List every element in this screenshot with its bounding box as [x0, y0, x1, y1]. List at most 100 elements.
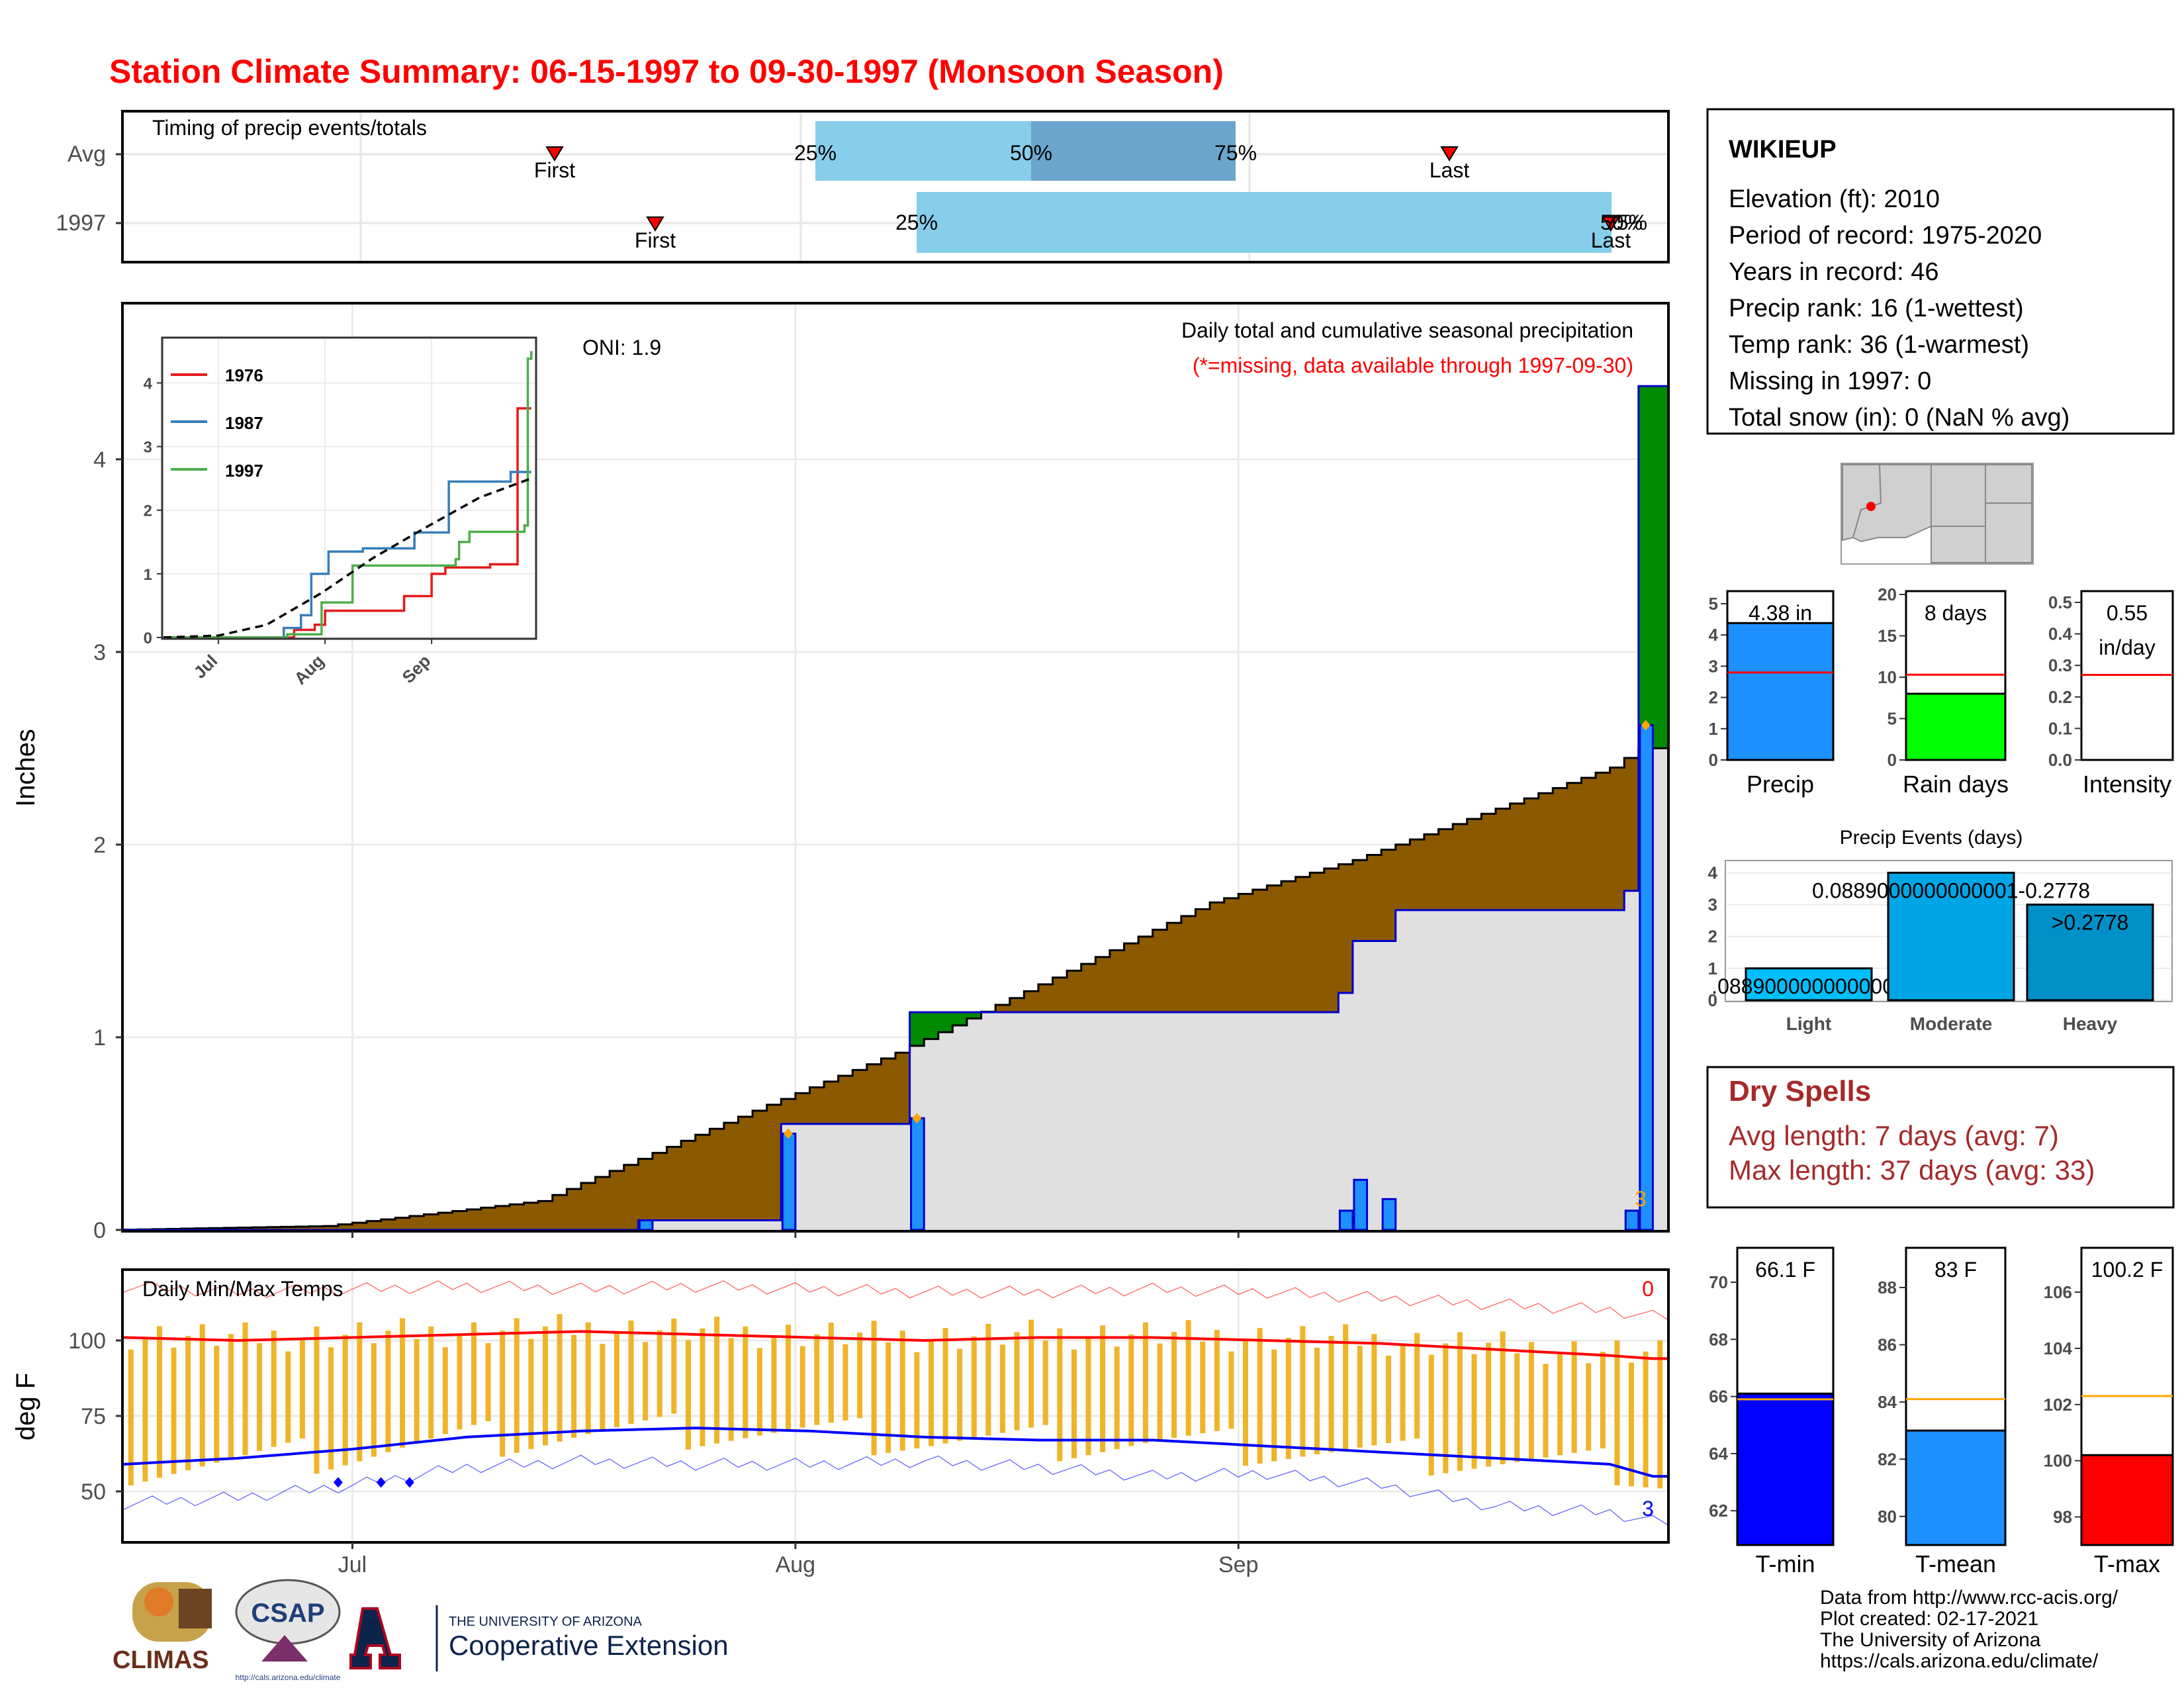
daily-temp-bar [414, 1338, 420, 1444]
daily-temp-bar [1543, 1364, 1549, 1458]
temp-ylabel: deg F [11, 1373, 40, 1440]
avg-last-marker [1440, 146, 1459, 162]
daily-temp-bar [1343, 1324, 1349, 1450]
tmax-chart-tick-label-106: 106 [2044, 1282, 2072, 1302]
excess-segment [909, 1012, 925, 1046]
deficit-segment [1167, 923, 1182, 1013]
deficit-segment [567, 1189, 582, 1230]
dry-spells-max: Max length: 37 days (avg: 33) [1729, 1154, 2095, 1186]
deficit-segment [552, 1195, 567, 1230]
daily-precip-bar-0 [638, 1219, 654, 1231]
precip-ytick-label-3: 3 [93, 640, 106, 665]
deficit-segment [895, 1053, 911, 1124]
temp-xtick-label-1: Aug [776, 1552, 816, 1577]
tmax-chart-tick-label-98: 98 [2053, 1507, 2072, 1527]
missing-count-label: 3 [1635, 1187, 1647, 1211]
intensity-chart-tick-label-0.5: 0.5 [2048, 592, 2072, 612]
precip-total-chart-tick-label-2: 2 [1709, 688, 1718, 708]
station-precip-rank: Precip rank: 16 (1-wettest) [1729, 295, 2024, 322]
daily-temp-bar [786, 1325, 792, 1430]
daily-temp-bar [400, 1318, 406, 1448]
rain-days-chart-tick-label-5: 5 [1888, 709, 1897, 729]
deficit-segment [766, 1104, 782, 1221]
footer-plot-created: Plot created: 02-17-2021 [1820, 1608, 2038, 1630]
daily-temp-bar [1557, 1352, 1563, 1456]
excess-segment [966, 1012, 982, 1019]
daily-temp-bar [1200, 1341, 1206, 1434]
daily-temp-bar [957, 1348, 963, 1441]
excess-segment [924, 1012, 939, 1039]
precip-ytick-label-2: 2 [93, 833, 106, 858]
precip-panel-subtitle: (*=missing, data available through 1997-… [1193, 353, 1633, 377]
daily-temp-bar [1014, 1332, 1020, 1430]
daily-temp-bar [657, 1330, 662, 1417]
daily-temp-bar [628, 1320, 634, 1424]
daily-precip-bar-1 [781, 1132, 797, 1231]
tmin-missing-label: 3 [1642, 1497, 1654, 1521]
deficit-segment [324, 1226, 339, 1230]
daily-temp-bar [1428, 1354, 1434, 1476]
deficit-segment [1481, 814, 1496, 910]
rain-days-chart-tick-label-15: 15 [1878, 626, 1897, 646]
intensity-chart-tick-label-0.1: 0.1 [2048, 718, 2072, 738]
deficit-segment [1195, 909, 1210, 1013]
events-bar-heavy [2026, 904, 2154, 1002]
tmin-chart-tick-label-64: 64 [1709, 1444, 1728, 1464]
daily-temp-bar [814, 1334, 820, 1425]
daily-temp-bar [357, 1322, 363, 1462]
tmin-chart-bar [1736, 1392, 1835, 1546]
daily-temp-bar [185, 1336, 191, 1471]
deficit-segment [309, 1226, 324, 1230]
daily-temp-bar [671, 1318, 677, 1414]
daily-temp-bar [428, 1326, 434, 1439]
rain-days-chart-xlabel: Rain days [1903, 771, 2009, 798]
avg-first-marker [545, 146, 564, 162]
events-ytick-1: 1 [1708, 959, 1717, 978]
record-low-marker-1 [376, 1477, 386, 1488]
precip-events-chart: Precip Events (days) 0 1 2 3 4 .0889000000000… [1708, 827, 2173, 1034]
events-bar-label-0: .0889000000000001 [1711, 974, 1906, 998]
inset-ytick-label-1: 1 [144, 566, 152, 584]
precip-ylabel: Inches [11, 729, 40, 807]
1997-first-marker [646, 216, 664, 232]
deficit-segment [1267, 885, 1282, 1013]
deficit-segment [795, 1093, 811, 1124]
daily-temp-bar [985, 1323, 991, 1436]
daily-temp-bar [1414, 1333, 1420, 1439]
daily-temp-bar [1328, 1336, 1334, 1452]
daily-temp-bar [1457, 1332, 1463, 1472]
daily-temp-bar [1357, 1345, 1363, 1448]
daily-temp-bar [228, 1334, 234, 1459]
deficit-segment [1510, 803, 1525, 910]
station-name: WIKIEUP [1729, 136, 1837, 164]
deficit-segment [1124, 943, 1139, 1013]
daily-temp-bar [271, 1331, 277, 1447]
deficit-segment [281, 1227, 296, 1230]
deficit-segment [1395, 844, 1410, 910]
avg-q25-label: 25% [794, 141, 837, 165]
deficit-segment [1038, 984, 1054, 1013]
tmax-chart-tick-label-104: 104 [2044, 1338, 2073, 1358]
deficit-segment [352, 1223, 367, 1230]
daily-temp-bar [128, 1349, 134, 1485]
deficit-segment [338, 1224, 353, 1230]
deficit-segment [838, 1076, 853, 1124]
daily-temp-bar [886, 1342, 891, 1453]
daily-precip-bar-4 [1353, 1178, 1369, 1231]
daily-temp-bar [242, 1322, 248, 1456]
daily-temp-bar [528, 1338, 534, 1450]
deficit-segment [1024, 991, 1039, 1013]
rain-days-chart-value-label-0: 8 days [1925, 601, 1987, 625]
rain-days-chart-bar [1905, 692, 2007, 761]
daily-temp-bar [756, 1348, 762, 1436]
svg-text:CLIMAS: CLIMAS [113, 1646, 209, 1674]
daily-temp-bar [557, 1314, 563, 1442]
inset-line-average [163, 477, 532, 639]
daily-precip-bar-5 [1381, 1197, 1397, 1231]
1997-iqr-bar [917, 192, 1612, 253]
tmin-chart-tick-label-66: 66 [1709, 1387, 1728, 1407]
deficit-segment [1324, 868, 1339, 1013]
daily-temp-bar [1443, 1343, 1449, 1474]
events-ytick-3: 3 [1708, 895, 1717, 915]
inset-ytick-label-4: 4 [144, 375, 153, 393]
